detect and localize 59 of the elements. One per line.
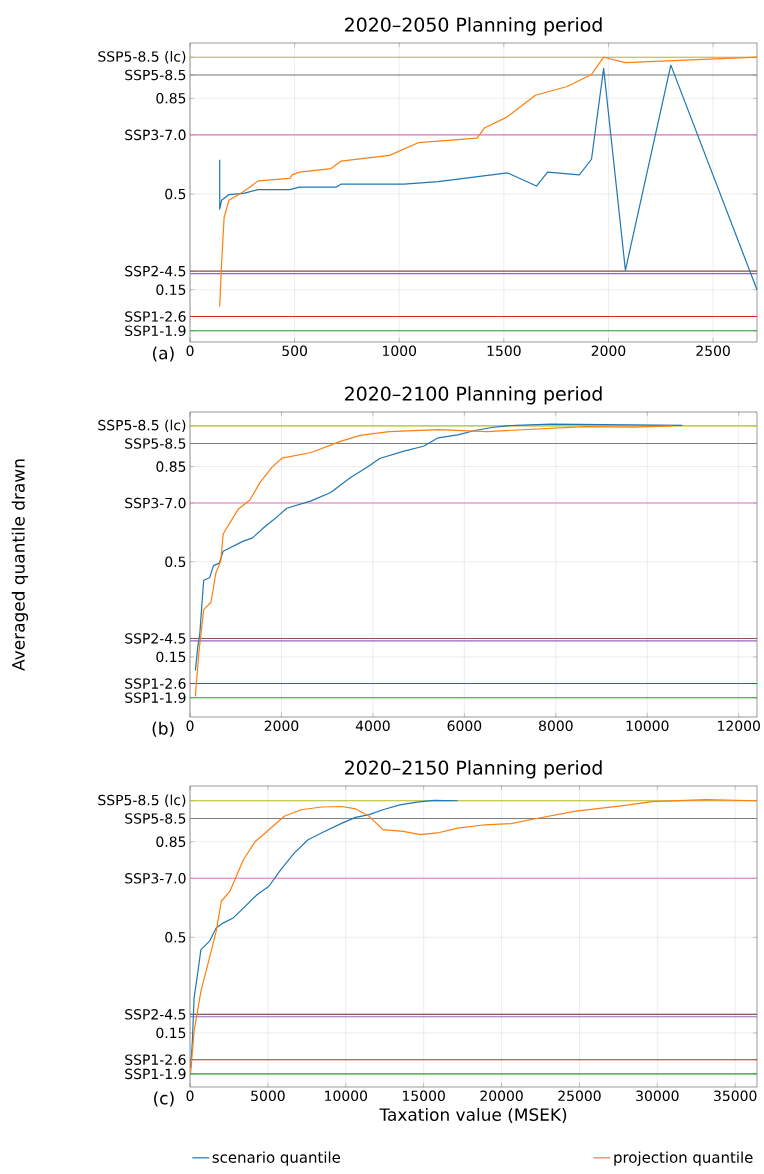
- y-tick-label: 0.15: [156, 284, 186, 296]
- y-tick-label: 0.5: [165, 556, 186, 568]
- legend-label: scenario quantile: [212, 1151, 341, 1166]
- x-tick-label: 15000: [403, 1090, 445, 1102]
- x-tick-label: 30000: [636, 1090, 679, 1102]
- y-tick-label: SSP5-8.5 (lc): [98, 794, 186, 807]
- x-tick-label: 4000: [355, 720, 390, 732]
- y-tick-label: 0.15: [156, 1027, 186, 1039]
- x-tick-label: 0: [186, 345, 194, 357]
- y-tick-label: SSP5-8.5: [125, 69, 186, 81]
- y-tick-label: SSP3-7.0: [125, 873, 186, 884]
- y-tick-label: SSP5-8.5: [125, 438, 186, 449]
- text: (c): [154, 1091, 174, 1107]
- y-tick-label: SSP1-1.9: [125, 325, 186, 337]
- line-series: [190, 799, 459, 1069]
- x-tick-label: 2000: [264, 720, 299, 732]
- y-axis-title: Averaged quantile drawn: [11, 459, 29, 671]
- y-tick-label: 0.85: [156, 92, 186, 104]
- x-tick-label: 10000: [626, 720, 669, 732]
- x-tick-label: 0: [186, 720, 194, 732]
- y-tick-label: 0.5: [165, 188, 186, 200]
- y-tick-label: SSP5-8.5 (lc): [98, 51, 186, 64]
- y-tick-label: SSP5-8.5 (lc): [98, 419, 186, 433]
- y-tick-label: SSP1-2.6: [125, 311, 186, 322]
- x-tick-label: 2500: [696, 345, 730, 357]
- y-tick-label: SSP3-7.0: [125, 129, 186, 141]
- y-tick-label: SSP1-2.6: [125, 1054, 186, 1065]
- y-tick-label: 0.15: [156, 651, 186, 663]
- x-tick-label: 12000: [718, 720, 760, 732]
- legend-label: projection quantile: [614, 1151, 753, 1166]
- x-tick-label: 1000: [383, 345, 417, 357]
- chart-title: 2020–2150 Planning period: [345, 760, 602, 779]
- x-tick-label: 0: [186, 1090, 194, 1102]
- y-tick-label: SSP2-4.5: [125, 1009, 186, 1020]
- x-tick-label: 25000: [558, 1090, 601, 1102]
- y-tick-label: 0.85: [156, 461, 186, 472]
- x-tick-label: 1500: [487, 345, 521, 357]
- y-tick-label: SSP3-7.0: [125, 497, 186, 509]
- x-tick-label: 8000: [539, 720, 573, 732]
- chart-title: 2020–2050 Planning period: [345, 17, 602, 36]
- chart-title: 2020–2100 Planning period: [345, 386, 602, 405]
- x-tick-label: 20000: [480, 1090, 523, 1102]
- x-tick-label: 35000: [714, 1090, 757, 1102]
- y-tick-label: 0.85: [156, 836, 186, 847]
- y-tick-label: SSP2-4.5: [125, 633, 186, 644]
- y-tick-label: 0.5: [165, 932, 186, 943]
- x-tick-label: 10000: [325, 1090, 368, 1102]
- x-tick-label: 5000: [251, 1090, 285, 1102]
- x-tick-label: 6000: [447, 720, 482, 732]
- x-axis-title: Taxation value (MSEK): [379, 1107, 567, 1123]
- y-tick-label: SSP1-1.9: [125, 692, 186, 703]
- y-tick-label: SSP1-2.6: [125, 678, 186, 689]
- text: (a): [153, 346, 174, 362]
- x-tick-label: 2000: [591, 345, 626, 357]
- y-tick-label: SSP2-4.5: [125, 265, 186, 277]
- text: (b): [152, 721, 174, 737]
- y-tick-label: SSP1-1.9: [125, 1068, 186, 1080]
- x-tick-label: 500: [282, 345, 307, 357]
- y-tick-label: SSP5-8.5: [125, 813, 186, 824]
